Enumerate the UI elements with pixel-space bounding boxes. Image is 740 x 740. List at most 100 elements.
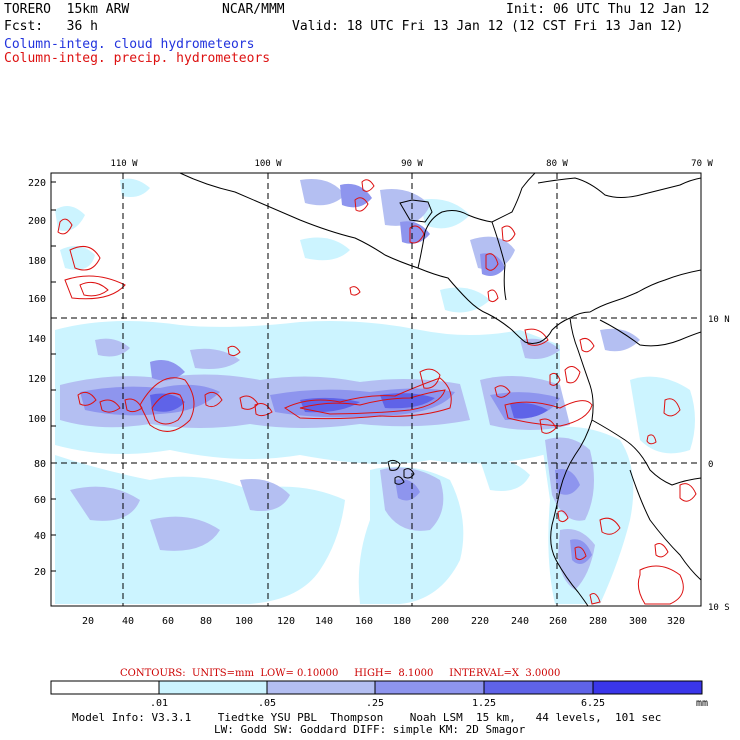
colorbar-bin [159,681,267,694]
precip-contour [99,399,121,413]
guatemala-border [399,199,433,223]
y-tick-label: 200 [28,216,46,227]
lon-label-100w: 100 W [254,159,282,169]
precip-contour [419,368,441,389]
map-panel [50,172,702,607]
colorbar-unit: mm [696,698,708,709]
colorbar-bin [484,681,593,694]
south-america-coast [550,317,594,606]
colorbar-bin [51,681,159,694]
caribbean-coast [537,177,701,198]
x-tick-label: 120 [277,616,295,627]
colorbar-bin [593,681,702,694]
x-tick-label: 60 [162,616,174,627]
coastlines [179,173,701,606]
colorbar-bin [267,681,375,694]
central-america-border [417,173,536,269]
x-tick-label: 160 [355,616,373,627]
lon-label-110w: 110 W [110,159,138,169]
precip-contour [599,517,621,535]
precip-contour [139,377,195,432]
galapagos-island [394,476,405,485]
x-tick-label: 280 [589,616,607,627]
shaded-cloud-field [55,178,695,604]
contour-info: CONTOURS: UNITS=mm LOW= 0.10000 HIGH= 8.… [120,668,560,679]
precip-contour [549,372,561,386]
legend-precip-hydrometeors: Column-integ. precip. hydrometeors [4,51,271,66]
x-tick-label: 180 [393,616,411,627]
legend-cloud-hydrometeors: Column-integ. cloud hydrometeors [4,37,255,52]
organization-label: NCAR/MMM [222,2,285,17]
lon-label-70w: 70 W [691,159,713,169]
model-info-line2: LW: Godd SW: Goddard DIFF: simple KM: 2D… [214,723,526,736]
nicaragua-coast [491,221,507,301]
precip-contour [564,366,581,384]
x-tick-label: 240 [511,616,529,627]
precip-contour [646,434,657,445]
geo-labels: 110 W 100 W 90 W 80 W 70 W 10 N 0 10 S [110,159,729,613]
precip-contour [349,286,361,296]
colorbar-label: .01 [150,698,168,709]
colorbar-label: .05 [258,698,276,709]
precip-contour [501,225,516,242]
x-tick-label: 20 [82,616,94,627]
precip-contour [409,225,425,244]
colombia-ecuador-border [591,419,701,486]
venezuela-border [599,319,701,347]
precip-contour [485,253,499,271]
precip-contour [524,328,549,346]
x-tick-label: 300 [629,616,647,627]
y-tick-label: 80 [34,459,46,470]
precip-contour [69,245,101,271]
precip-contour [79,281,109,297]
colorbar-bin [375,681,484,694]
precip-contour [637,565,684,605]
x-tick-label: 40 [122,616,134,627]
precip-contour [574,546,587,561]
precip-contours [57,179,697,605]
precip-contour [539,418,557,434]
precip-contour [57,218,73,235]
precip-contour [589,593,601,605]
lat-label-0: 0 [708,460,713,470]
precip-contour [227,345,241,357]
y-axis: 20 40 60 80 100 120 140 160 180 200 220 [28,178,56,578]
lat-label-10n: 10 N [708,315,730,325]
graticule [51,173,701,606]
galapagos-island [403,468,415,479]
y-tick-label: 220 [28,178,46,189]
precip-contour [64,275,126,300]
precip-contour [299,389,446,415]
y-tick-label: 100 [28,414,46,425]
y-tick-label: 60 [34,495,46,506]
colorbar-label: .25 [366,698,384,709]
lon-label-80w: 80 W [546,159,568,169]
colorbar-frame [50,680,703,695]
x-axis: 20 40 60 80 100 120 140 160 180 200 220 … [82,616,685,627]
forecast-hour: Fcst: 36 h [4,19,98,34]
x-tick-label: 100 [235,616,253,627]
x-tick-label: 320 [667,616,685,627]
precip-contour [354,197,369,212]
y-tick-label: 160 [28,294,46,305]
x-tick-label: 260 [549,616,567,627]
x-tick-label: 200 [431,616,449,627]
model-title: TORERO 15km ARW [4,2,130,17]
precip-contour [361,179,375,192]
y-tick-label: 180 [28,256,46,267]
precip-contour [283,377,452,420]
precip-contour [504,400,593,427]
x-tick-label: 140 [315,616,333,627]
y-tick-label: 40 [34,531,46,542]
cloud-shade-level-4 [150,393,548,419]
lon-label-90w: 90 W [401,159,423,169]
y-tick-label: 120 [28,374,46,385]
pacific-coastline [179,173,701,344]
y-tick-label: 140 [28,334,46,345]
model-info-line1: Model Info: V3.3.1 Tiedtke YSU PBL Thomp… [72,711,662,724]
colorbar: .01 .05 .25 1.25 6.25 mm [50,680,708,709]
x-tick-label: 80 [200,616,212,627]
lat-label-10s: 10 S [708,603,730,613]
precip-contour [77,391,97,406]
colorbar-label: 1.25 [472,698,496,709]
